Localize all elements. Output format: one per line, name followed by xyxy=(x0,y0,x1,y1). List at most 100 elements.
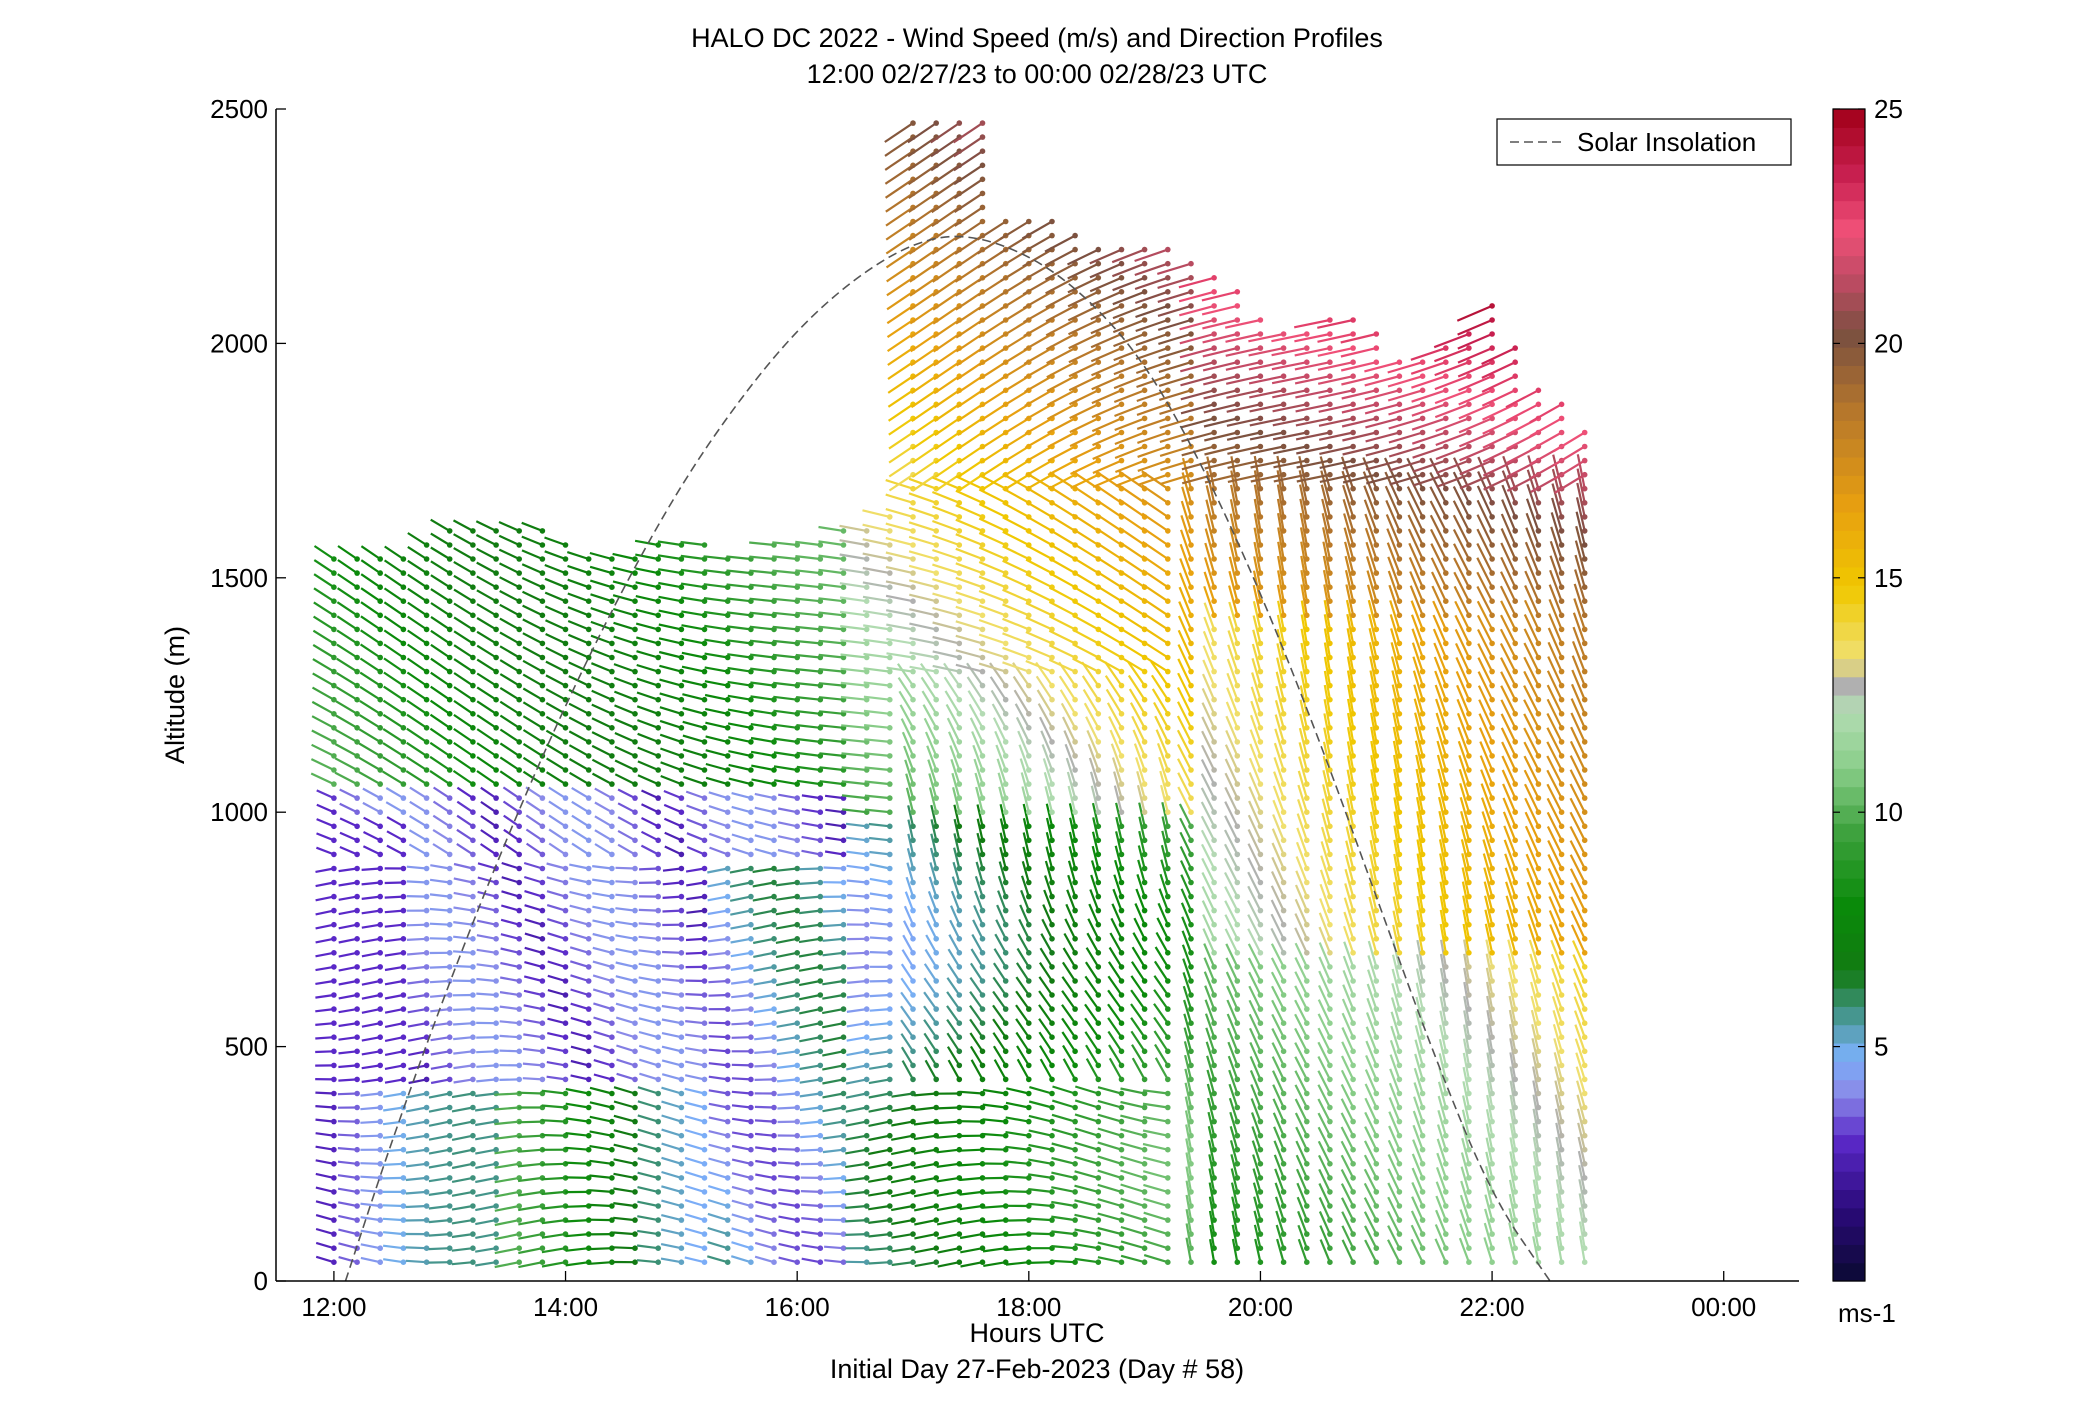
wind-barb-shaft xyxy=(358,742,381,757)
wind-barb-point xyxy=(863,528,870,534)
wind-barb xyxy=(382,770,407,787)
wind-barb-point xyxy=(724,950,731,956)
wind-barb-point xyxy=(863,1006,870,1012)
wind-barb-shaft xyxy=(315,951,335,958)
wind-barb xyxy=(430,1062,453,1070)
wind-barb-point xyxy=(539,598,546,604)
wind-barb-point xyxy=(423,964,430,970)
wind-barb-point xyxy=(493,528,499,534)
wind-barb-point xyxy=(331,1104,337,1111)
wind-barb-point xyxy=(655,1076,661,1083)
wind-barb-shaft xyxy=(407,559,428,575)
wind-barb-point xyxy=(701,1231,708,1237)
wind-barb-shaft xyxy=(521,521,543,532)
wind-barb-point xyxy=(609,1161,615,1167)
wind-barb-shaft xyxy=(451,1190,474,1197)
wind-barb-point xyxy=(863,1048,870,1055)
wind-barb-point xyxy=(446,696,453,703)
wind-barb-point xyxy=(585,711,592,717)
wind-barb-shaft xyxy=(453,727,474,743)
wind-barb-point xyxy=(493,1048,499,1055)
wind-barb-point xyxy=(655,1048,661,1055)
wind-barb-point xyxy=(354,1161,360,1167)
wind-barb-shaft xyxy=(547,974,566,983)
wind-barb-point xyxy=(863,1132,870,1139)
wind-barb-point xyxy=(840,1076,847,1083)
wind-barb-point xyxy=(423,781,430,787)
wind-barb-point xyxy=(817,1161,824,1167)
wind-barb-shaft xyxy=(428,1092,450,1099)
wind-barb-point xyxy=(377,893,384,900)
wind-barb xyxy=(546,757,569,773)
wind-barb xyxy=(499,1076,522,1083)
wind-barb-point xyxy=(331,795,337,801)
wind-barb-point xyxy=(933,725,939,731)
wind-barb-point xyxy=(423,1231,430,1237)
wind-barb xyxy=(494,1259,522,1269)
wind-barb xyxy=(518,1245,546,1255)
wind-barb-point xyxy=(887,1118,893,1125)
wind-barb-point xyxy=(609,1062,615,1069)
wind-barb-point xyxy=(423,640,430,647)
wind-barb-point xyxy=(377,626,384,633)
wind-barb-point xyxy=(516,598,522,604)
wind-barb xyxy=(339,788,360,801)
wind-barb-point xyxy=(354,767,360,773)
wind-barb-point xyxy=(701,964,708,970)
wind-barb-point xyxy=(377,1020,384,1026)
wind-barb xyxy=(452,769,476,787)
wind-barb-point xyxy=(609,1034,615,1040)
wind-barb-point xyxy=(794,992,800,998)
wind-barb-point xyxy=(655,809,661,815)
wind-barb-shaft xyxy=(499,728,520,743)
wind-barb-point xyxy=(771,950,777,956)
wind-barb-point xyxy=(585,1118,592,1125)
wind-barb-point xyxy=(470,1076,476,1083)
wind-barb xyxy=(452,992,476,998)
wind-barb-point xyxy=(956,739,963,745)
wind-barb-point xyxy=(701,1217,708,1223)
wind-barb-point xyxy=(331,781,337,787)
wind-barb-shaft xyxy=(494,1092,520,1096)
wind-barb-point xyxy=(979,654,986,661)
wind-barb-shaft xyxy=(547,1032,566,1039)
wind-barb-point xyxy=(493,725,499,731)
wind-barb-shaft xyxy=(406,923,427,927)
wind-barb xyxy=(315,1048,337,1055)
wind-barb xyxy=(453,935,476,942)
wind-barb-shaft xyxy=(545,729,567,743)
wind-barb-shaft xyxy=(499,659,520,673)
wind-barb-shaft xyxy=(523,1018,543,1025)
wind-barb-point xyxy=(933,1189,939,1195)
wind-barb-shaft xyxy=(315,1172,335,1179)
wind-barb-point xyxy=(539,668,546,675)
wind-barb-point xyxy=(678,640,685,647)
wind-barb-shaft xyxy=(824,1245,844,1250)
wind-barb-point xyxy=(724,1104,731,1111)
wind-barb-shaft xyxy=(406,699,428,715)
wind-barb-point xyxy=(562,542,569,548)
wind-barb-point xyxy=(632,809,638,815)
wind-barb-point xyxy=(771,1132,777,1139)
wind-barb xyxy=(316,803,337,815)
wind-barb-point xyxy=(423,1076,430,1083)
wind-barb-shaft xyxy=(565,1219,589,1223)
wind-barb-point xyxy=(539,654,546,661)
wind-barb-shaft xyxy=(363,816,381,828)
wind-barb-point xyxy=(632,668,638,675)
wind-barb-point xyxy=(331,1146,337,1153)
wind-barb-point xyxy=(771,907,777,914)
wind-barb-point xyxy=(354,1175,360,1181)
wind-barb-point xyxy=(377,1175,384,1181)
wind-barb-shaft xyxy=(475,1247,497,1253)
wind-barb-point xyxy=(493,612,499,619)
wind-barb xyxy=(384,907,407,914)
wind-barb-point xyxy=(979,120,986,126)
wind-barb-shaft xyxy=(311,729,335,743)
wind-barb-point xyxy=(539,781,546,787)
wind-barb-shaft xyxy=(499,645,520,659)
wind-barb-point xyxy=(400,823,407,830)
wind-barb-point xyxy=(771,1231,777,1237)
wind-barb-shaft xyxy=(476,589,497,603)
wind-barb-point xyxy=(863,893,870,900)
